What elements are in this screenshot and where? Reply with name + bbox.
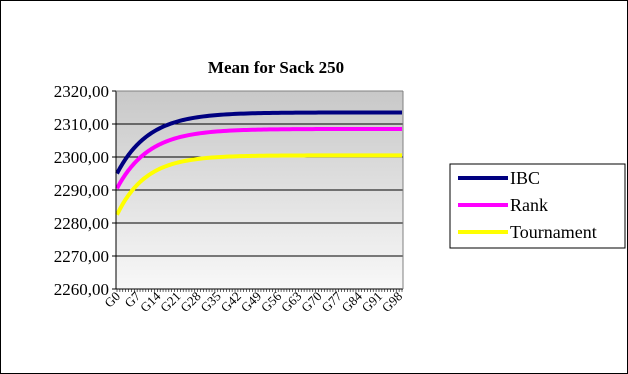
series-line-tournament — [115, 153, 402, 216]
legend-label: Tournament — [510, 222, 597, 242]
x-axis-ticks: G0G7G14G21G28G35G42G49G56G63G70G77G84G91… — [101, 288, 405, 315]
y-axis-ticks: 2260,00 2270,00 2280,00 2290,00 2300,00 2310,… — [54, 82, 116, 299]
y-tick-label: 2290,00 — [54, 181, 109, 200]
y-tick-label: 2280,00 — [54, 214, 109, 233]
series-line-ibc — [115, 110, 402, 175]
x-tick-label: G98 — [379, 289, 405, 315]
y-tick-label: 2310,00 — [54, 115, 109, 134]
series-layer — [115, 110, 402, 216]
y-tick-label: 2260,00 — [54, 280, 109, 299]
y-tick-label: 2300,00 — [54, 148, 109, 167]
chart-title: Mean for Sack 250 — [208, 58, 344, 77]
y-tick-label: 2270,00 — [54, 247, 109, 266]
y-tick-label: 2320,00 — [54, 82, 109, 101]
legend-items: IBC Rank Tournament — [458, 168, 597, 242]
series-line-rank — [115, 126, 402, 190]
legend-label: IBC — [510, 168, 540, 188]
legend-label: Rank — [510, 195, 548, 215]
